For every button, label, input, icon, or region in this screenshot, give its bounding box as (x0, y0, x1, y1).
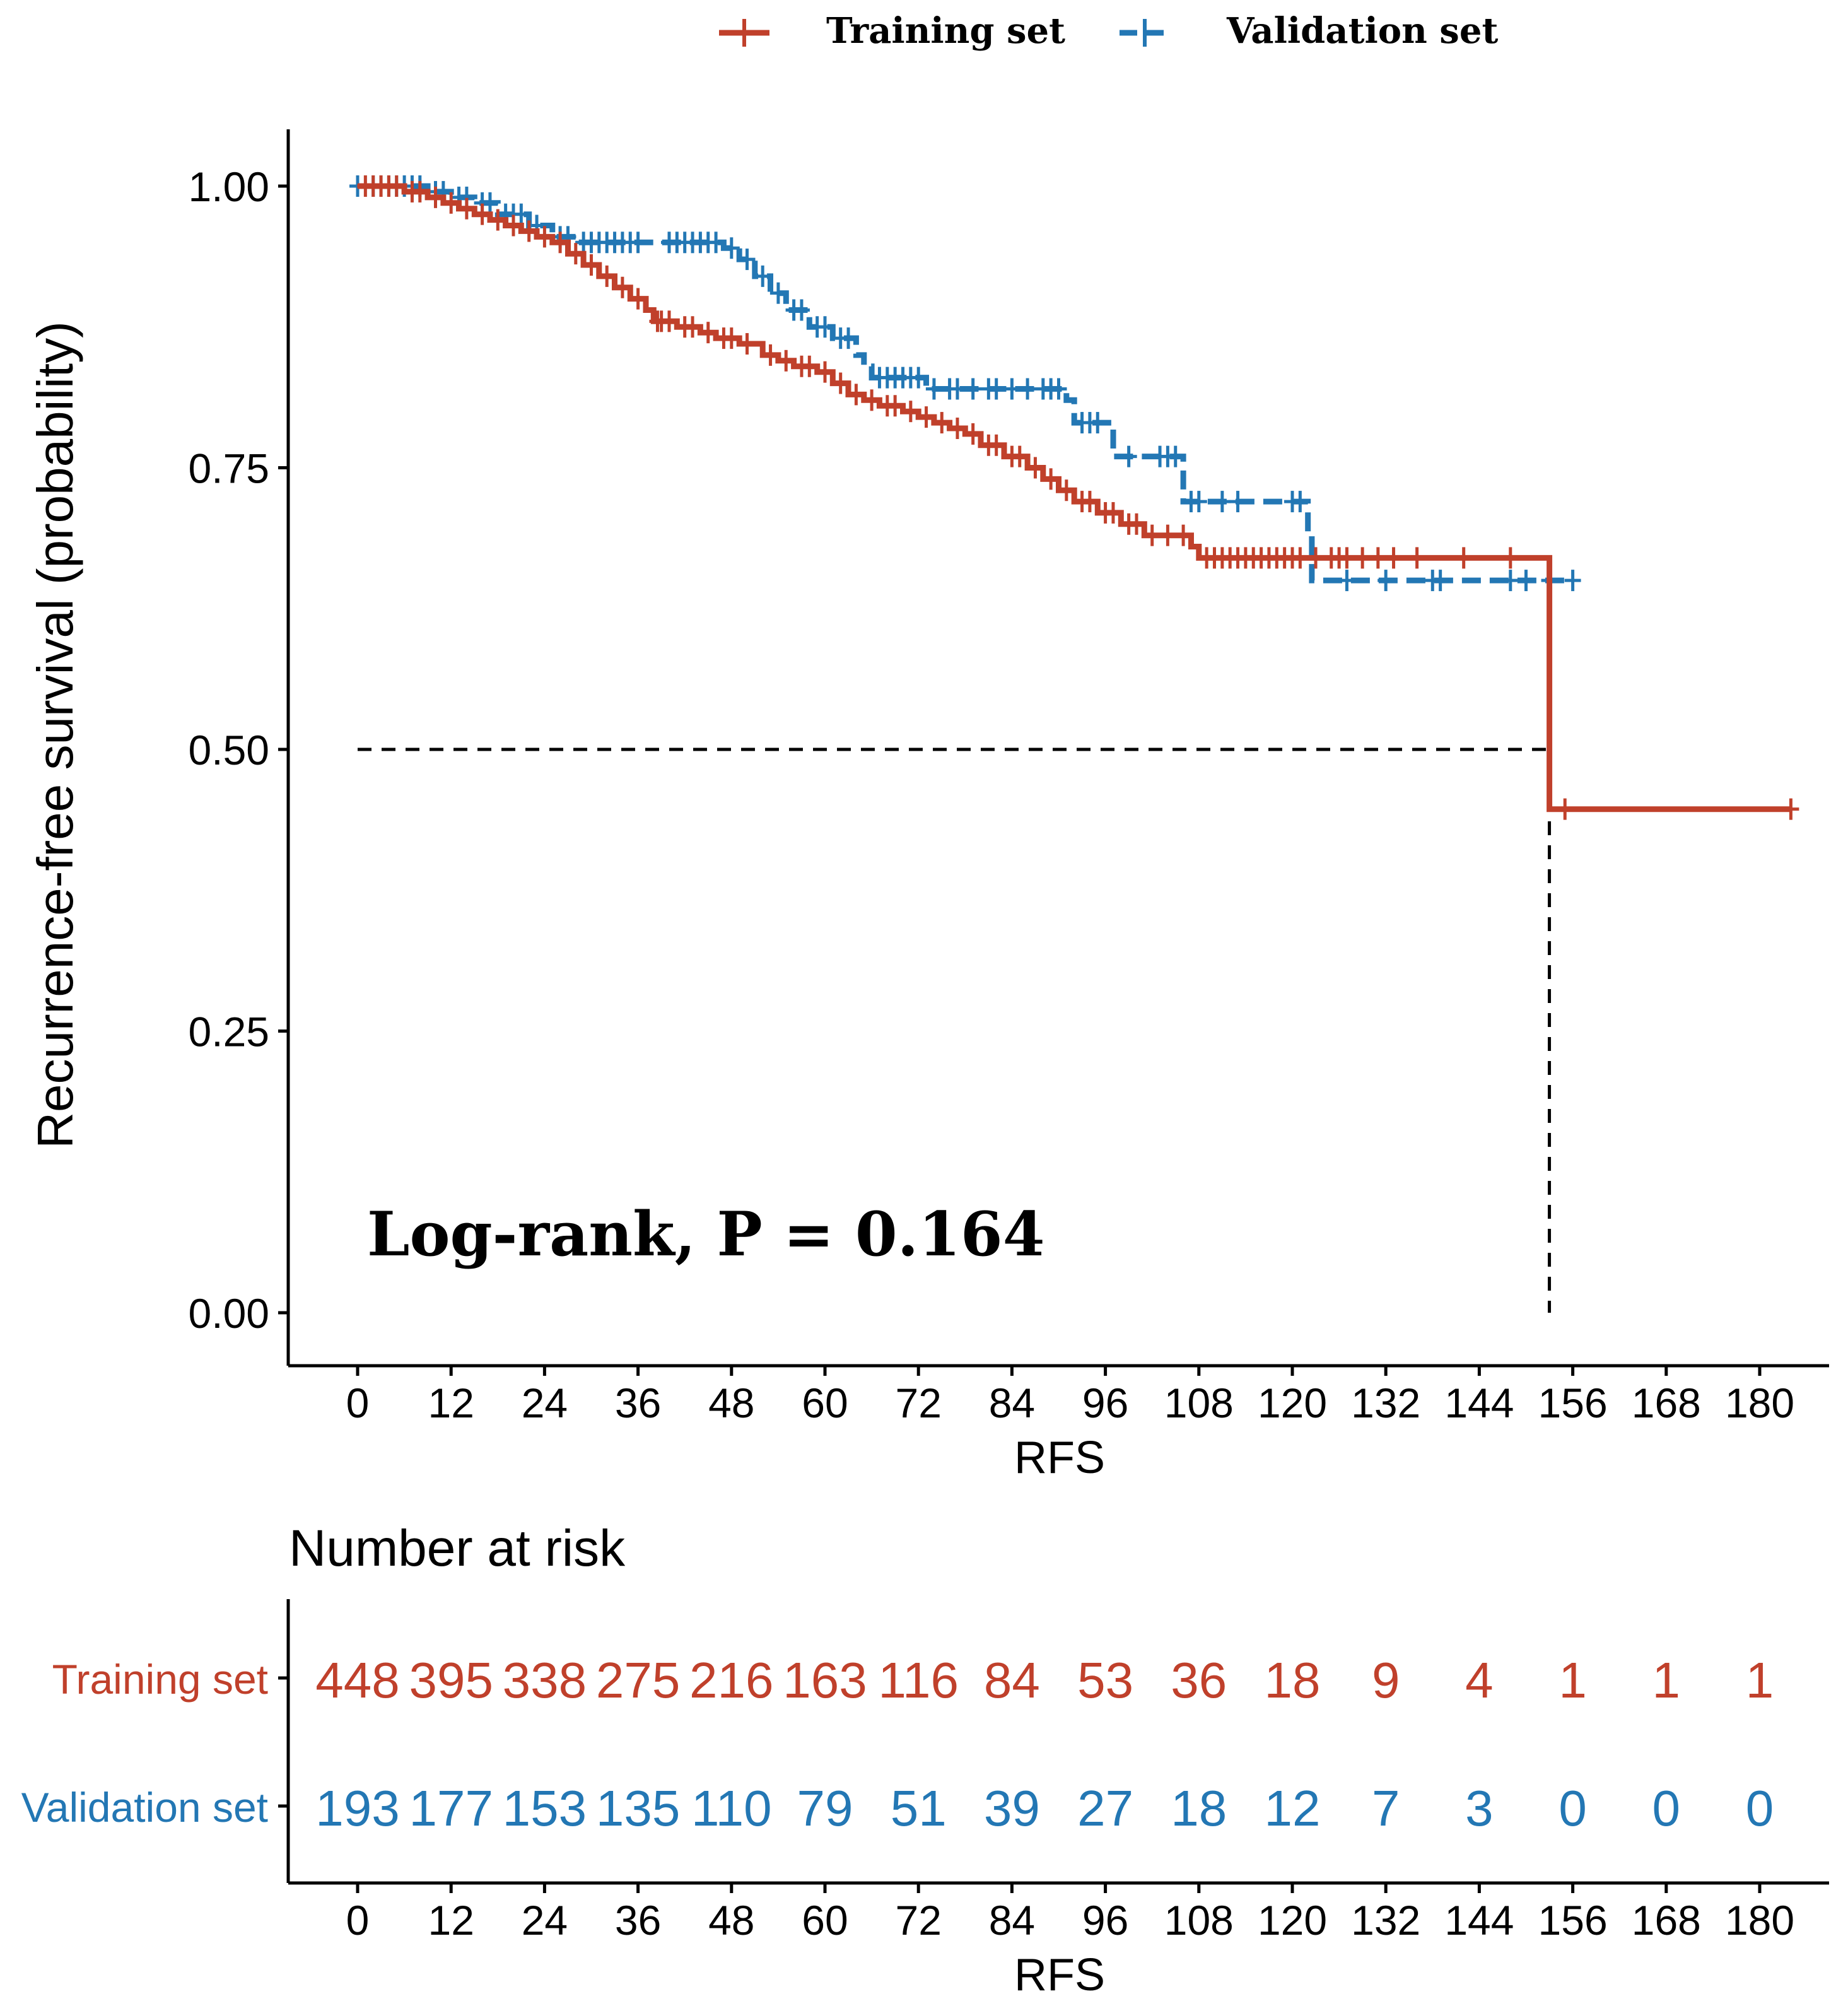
risk-value: 3 (1465, 1780, 1494, 1836)
risk-value: 79 (797, 1780, 853, 1836)
x-tick-label-156: 156 (1538, 1380, 1608, 1426)
risk-value: 4 (1465, 1652, 1494, 1708)
curve-line (358, 183, 1573, 584)
log-rank-annotation: Log-rank, P = 0.164 (367, 1199, 1045, 1270)
risk-value: 0 (1559, 1780, 1587, 1836)
risk-value: 0 (1652, 1780, 1681, 1836)
x-tick-label-48: 48 (708, 1380, 754, 1426)
legend-label-1: Validation set (1226, 10, 1498, 52)
risk-value: 448 (315, 1652, 399, 1708)
risk-value: 1 (1652, 1652, 1681, 1708)
risk-value: 338 (503, 1652, 587, 1708)
risk-value: 53 (1077, 1652, 1133, 1708)
y-tick-label-0.25: 0.25 (189, 1009, 269, 1055)
x-tick-label-24: 24 (522, 1380, 568, 1426)
risk-x-axis-label: RFS (1014, 1950, 1105, 2000)
x-tick-label-132: 132 (1351, 1380, 1420, 1426)
risk-row-label-0: Training set (52, 1656, 268, 1703)
risk-x-tick-label-0: 0 (346, 1897, 370, 1944)
risk-x-tick-label-120: 120 (1258, 1897, 1327, 1944)
risk-x-tick-label-84: 84 (989, 1897, 1035, 1944)
risk-x-tick-label-72: 72 (895, 1897, 941, 1944)
risk-value: 216 (689, 1652, 773, 1708)
risk-value: 18 (1265, 1652, 1321, 1708)
risk-value: 84 (984, 1652, 1040, 1708)
series-validation-set (349, 175, 1581, 592)
risk-value: 275 (596, 1652, 680, 1708)
y-axis: 0.00 0.25 0.50 0.75 1.00 (189, 129, 290, 1366)
x-tick-label-180: 180 (1725, 1380, 1794, 1426)
risk-value: 163 (783, 1652, 867, 1708)
risk-table-axes: 0 12 24 36 48 60 72 84 96 108 120 132 144 156 168 180 (278, 1599, 1829, 1944)
x-tick-label-36: 36 (615, 1380, 661, 1426)
risk-x-tick-label-48: 48 (708, 1897, 754, 1944)
risk-table: Number at risk 0 12 24 36 48 60 72 84 96 108 120 13… (21, 1520, 1829, 2000)
x-axis-label: RFS (1014, 1433, 1105, 1483)
risk-x-tick-label-96: 96 (1082, 1897, 1128, 1944)
risk-x-tick-label-144: 144 (1444, 1897, 1514, 1944)
risk-value: 51 (891, 1780, 947, 1836)
risk-row-label-1: Validation set (21, 1784, 268, 1831)
median-reference-lines (358, 748, 1552, 1313)
x-tick-label-168: 168 (1632, 1380, 1701, 1426)
x-tick-label-12: 12 (428, 1380, 474, 1426)
risk-value: 193 (315, 1780, 399, 1836)
risk-value: 395 (409, 1652, 493, 1708)
y-tick-label-0.00: 0.00 (189, 1290, 269, 1337)
risk-x-tick-label-108: 108 (1164, 1897, 1234, 1944)
y-tick-label-0.75: 0.75 (189, 445, 269, 492)
curve-line (358, 183, 1791, 812)
series-training-set (357, 175, 1799, 820)
risk-value: 153 (503, 1780, 587, 1836)
survival-curves (349, 175, 1799, 820)
risk-x-tick-label-132: 132 (1351, 1897, 1420, 1944)
risk-value: 116 (878, 1652, 959, 1708)
risk-value: 7 (1372, 1780, 1400, 1836)
risk-x-tick-label-12: 12 (428, 1897, 474, 1944)
x-tick-label-108: 108 (1164, 1380, 1234, 1426)
risk-x-tick-label-168: 168 (1632, 1897, 1701, 1944)
risk-table-title: Number at risk (289, 1520, 626, 1577)
risk-value: 27 (1077, 1780, 1133, 1836)
risk-table-rows: Training set 448 395 338 275 216 163 116 84 53 36 1… (21, 1652, 1774, 1836)
x-tick-label-120: 120 (1258, 1380, 1327, 1426)
risk-value: 110 (691, 1780, 772, 1836)
y-axis-label: Recurrence-free survival (probability) (27, 321, 83, 1149)
risk-value: 18 (1171, 1780, 1227, 1836)
risk-value: 9 (1372, 1652, 1400, 1708)
y-tick-label-1.00: 1.00 (189, 163, 269, 210)
risk-x-tick-label-180: 180 (1725, 1897, 1794, 1944)
x-tick-label-60: 60 (802, 1380, 848, 1426)
risk-value: 36 (1171, 1652, 1227, 1708)
x-tick-label-84: 84 (989, 1380, 1035, 1426)
risk-value: 135 (596, 1780, 680, 1836)
risk-value: 39 (984, 1780, 1040, 1836)
x-tick-label-0: 0 (346, 1380, 370, 1426)
x-tick-label-96: 96 (1082, 1380, 1128, 1426)
risk-value: 0 (1746, 1780, 1774, 1836)
risk-x-tick-label-36: 36 (615, 1897, 661, 1944)
x-axis: 0 12 24 36 48 60 72 84 96 108 120 132 144 156 168 180 (288, 1364, 1829, 1426)
risk-value: 177 (409, 1780, 493, 1836)
km-plot: Recurrence-free survival (probability) 0… (27, 129, 1829, 1483)
legend-label-0: Training set (826, 10, 1065, 52)
risk-x-tick-label-156: 156 (1538, 1897, 1608, 1944)
risk-value: 1 (1559, 1652, 1587, 1708)
legend: Training set Validation set (719, 10, 1498, 52)
risk-value: 1 (1746, 1652, 1774, 1708)
x-tick-label-72: 72 (895, 1380, 941, 1426)
y-tick-label-0.50: 0.50 (189, 727, 269, 773)
x-tick-label-144: 144 (1444, 1380, 1514, 1426)
risk-x-tick-label-24: 24 (522, 1897, 568, 1944)
risk-value: 12 (1265, 1780, 1321, 1836)
risk-x-tick-label-60: 60 (802, 1897, 848, 1944)
